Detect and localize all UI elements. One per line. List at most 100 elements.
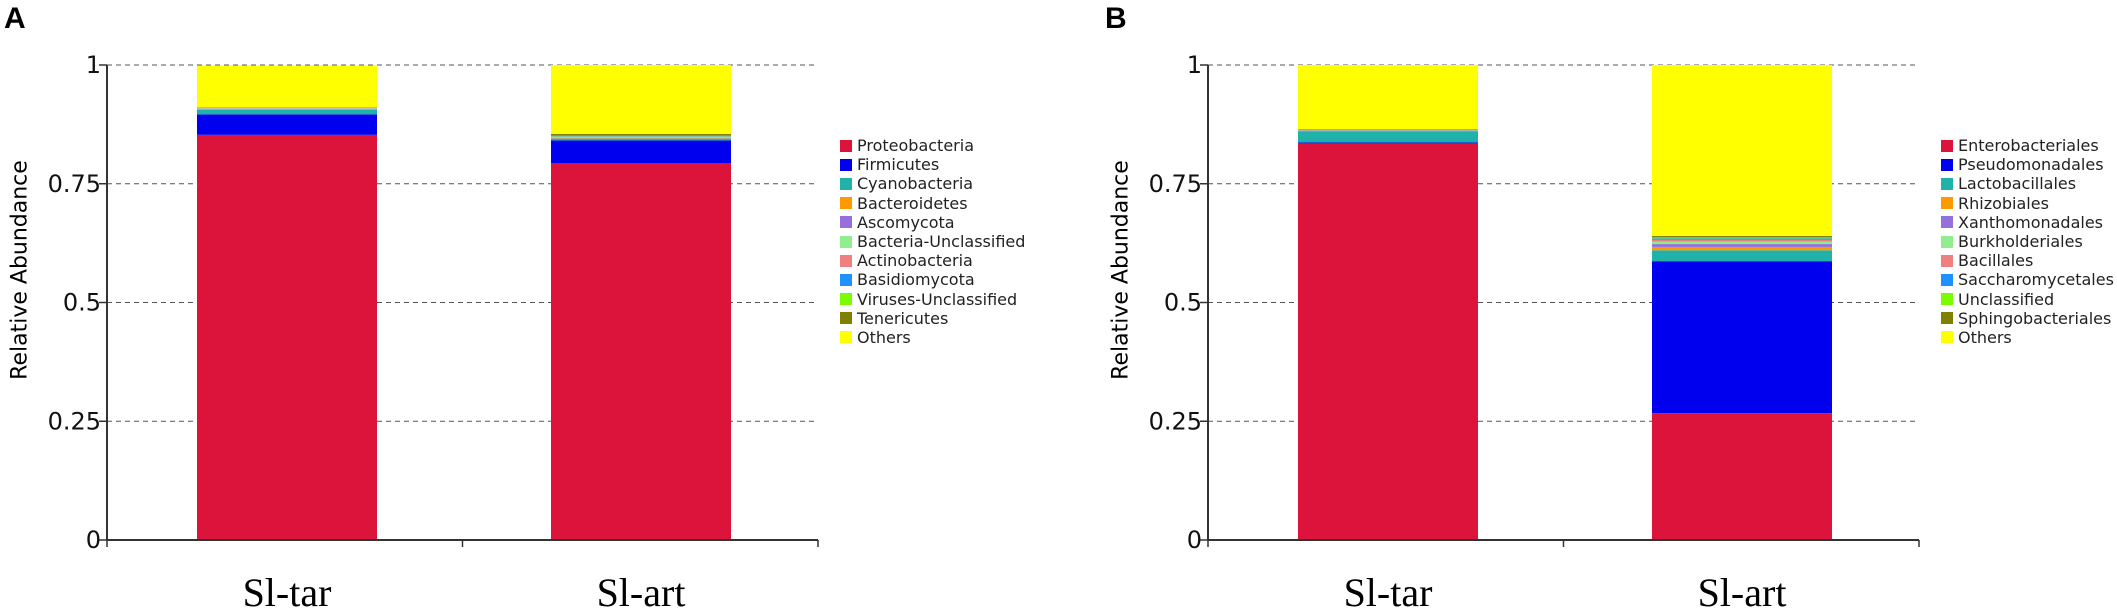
bar-segment-bacteria-unclassified — [197, 108, 377, 109]
chart-panel-a: A Relative Abundance 0 0.25 0.5 0.75 1 Sl-tar… — [0, 0, 1058, 613]
legend-label: Unclassified — [1958, 289, 2055, 309]
bar-segment-actinobacteria — [197, 107, 377, 109]
y-tick-label: 0 — [86, 526, 101, 554]
y-tick-label: 0.75 — [48, 170, 101, 198]
stacked-bar-chart-a: 0 0.25 0.5 0.75 1 Sl-tar Sl-art — [48, 51, 819, 613]
bar-segment-proteobacteria — [197, 134, 377, 540]
bar-segment-cyanobacteria — [197, 109, 377, 115]
bar-segment-viruses-unclassified — [551, 135, 731, 137]
bar-segment-others — [1298, 65, 1478, 130]
legend-item: Pseudomonadales — [1941, 155, 2114, 174]
bar-segment-others — [551, 65, 731, 134]
legend-item: Lactobacillales — [1941, 174, 2114, 193]
legend-b: Enterobacteriales Pseudomonadales Lactobac… — [1941, 136, 2114, 347]
bar-segment-bacillales — [1652, 239, 1832, 242]
legend-label: Bacillales — [1958, 251, 2034, 271]
bar-segment-bacteroidetes — [197, 109, 377, 110]
bar-segment-rhizobiales — [1652, 246, 1832, 251]
legend-swatch — [840, 177, 852, 190]
bar-segment-xanthomonadales — [1652, 244, 1832, 247]
x-tick-label: Sl-art — [597, 570, 686, 613]
legend-label: Cyanobacteria — [857, 174, 974, 194]
legend-item: Firmicutes — [840, 155, 1025, 174]
bar-segment-lactobacillales — [1298, 131, 1478, 143]
legend-label: Bacteroidetes — [857, 193, 968, 213]
legend-label: Others — [857, 327, 911, 347]
legend-label: Enterobacteriales — [1958, 136, 2099, 156]
legend-label: Ascomycota — [857, 212, 955, 232]
legend-item: Burkholderiales — [1941, 232, 2114, 251]
bar-segment-ascomycota — [197, 108, 377, 110]
legend-swatch — [1941, 158, 1953, 171]
bar-segment-burkholderiales — [1298, 130, 1478, 131]
y-tick-label: 0.5 — [63, 289, 101, 317]
bar-segment-actinobacteria — [551, 136, 731, 138]
legend-label: Saccharomycetales — [1958, 270, 2114, 290]
legend-swatch — [840, 254, 852, 267]
legend-swatch — [1941, 254, 1953, 267]
y-tick-label: 0.75 — [1149, 170, 1202, 198]
legend-swatch — [840, 197, 852, 210]
legend-label: Xanthomonadales — [1958, 212, 2104, 232]
y-tick-label: 1 — [1187, 51, 1202, 79]
y-tick-label: 0 — [1187, 526, 1202, 554]
legend-swatch — [840, 312, 852, 325]
legend-item: Saccharomycetales — [1941, 270, 2114, 289]
y-tick-label: 0.25 — [48, 407, 101, 435]
legend-label: Sphingobacteriales — [1958, 308, 2112, 328]
bar-segment-bacteria-unclassified — [551, 137, 731, 138]
legend-swatch — [840, 216, 852, 229]
legend-label: Basidiomycota — [857, 270, 975, 290]
x-tick-label: Sl-tar — [1344, 570, 1433, 613]
legend-item: Bacteroidetes — [840, 194, 1025, 213]
legend-label: Burkholderiales — [1958, 232, 2083, 252]
x-tick-label: Sl-tar — [243, 570, 332, 613]
stacked-bar-chart-b: 0 0.25 0.5 0.75 1 Sl-tar Sl-art — [1149, 51, 1920, 613]
legend-swatch — [840, 158, 852, 171]
x-tick-label: Sl-art — [1698, 570, 1787, 613]
legend-item: Others — [840, 328, 1025, 347]
bar-segment-unclassified — [1652, 237, 1832, 239]
bar-segment-bacillales — [1298, 129, 1478, 131]
bar-segment-enterobacteriales — [1652, 413, 1832, 540]
legend-swatch — [1941, 293, 1953, 306]
legend-label: Bacteria-Unclassified — [857, 232, 1026, 252]
legend-swatch — [840, 273, 852, 286]
legend-swatch — [1941, 312, 1953, 325]
y-tick-label: 1 — [86, 51, 101, 79]
bar-segment-proteobacteria — [551, 163, 731, 540]
panel-label: B — [1105, 2, 1127, 35]
legend-label: Tenericutes — [857, 308, 949, 328]
legend-item: Basidiomycota — [840, 270, 1025, 289]
panel-label: A — [4, 2, 26, 35]
legend-swatch — [1941, 216, 1953, 229]
bar-segment-basidiomycota — [551, 136, 731, 137]
legend-item: Enterobacteriales — [1941, 136, 2114, 155]
legend-item: Actinobacteria — [840, 251, 1025, 270]
bar-segment-tenericutes — [551, 133, 731, 136]
legend-item: Bacteria-Unclassified — [840, 232, 1025, 251]
legend-swatch — [1941, 139, 1953, 152]
legend-label: Proteobacteria — [857, 136, 974, 156]
legend-swatch — [1941, 273, 1953, 286]
legend-item: Unclassified — [1941, 290, 2114, 309]
bar-segment-others — [197, 65, 377, 108]
legend-item: Others — [1941, 328, 2114, 347]
bar-segment-saccharomycetales — [1298, 129, 1478, 130]
bar-segment-rhizobiales — [1298, 131, 1478, 132]
legend-item: Cyanobacteria — [840, 174, 1025, 193]
legend-swatch — [840, 293, 852, 306]
legend-label: Rhizobiales — [1958, 193, 2049, 213]
legend-item: Viruses-Unclassified — [840, 290, 1025, 309]
bar-segment-pseudomonadales — [1652, 261, 1832, 414]
legend-item: Ascomycota — [840, 213, 1025, 232]
legend-swatch — [1941, 235, 1953, 248]
legend-label: Others — [1958, 327, 2012, 347]
bar-segment-bacteroidetes — [551, 138, 731, 139]
bar-segment-ascomycota — [551, 137, 731, 139]
legend-item: Rhizobiales — [1941, 194, 2114, 213]
chart-panel-b: B Relative Abundance 0 0.25 0.5 0.75 1 Sl-tar… — [1101, 0, 2117, 613]
legend-item: Proteobacteria — [840, 136, 1025, 155]
legend-label: Firmicutes — [857, 155, 940, 175]
legend-item: Sphingobacteriales — [1941, 309, 2114, 328]
